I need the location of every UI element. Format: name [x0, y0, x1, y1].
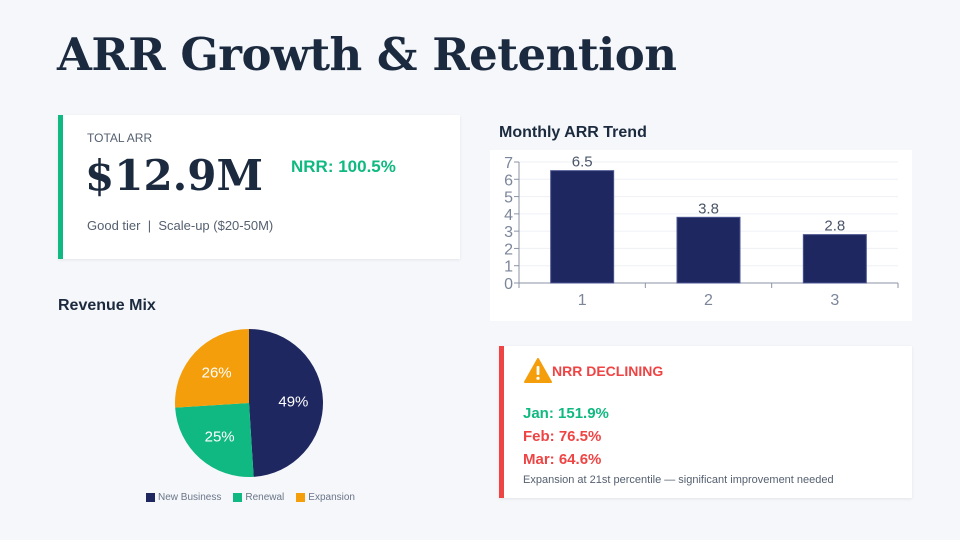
- legend-swatch: [233, 493, 243, 502]
- pie-chart-title: Revenue Mix: [58, 297, 156, 314]
- pie-data-label: 25%: [205, 428, 235, 445]
- y-tick-label: 5: [504, 190, 513, 207]
- legend-item: Renewal: [233, 492, 284, 503]
- bar: [676, 216, 741, 284]
- pie-data-label: 26%: [202, 365, 232, 382]
- pie-slice: [249, 329, 323, 477]
- y-tick-label: 7: [504, 155, 513, 172]
- pie-data-label: 49%: [278, 394, 308, 411]
- nrr-value: NRR: 100.5%: [291, 157, 396, 176]
- pie-legend: New Business Renewal Expansion: [146, 492, 355, 503]
- legend-label: New Business: [158, 492, 222, 503]
- y-tick-label: 4: [504, 207, 513, 224]
- y-tick-label: 1: [504, 259, 513, 276]
- legend-swatch: [146, 493, 155, 502]
- bar-chart-title: Monthly ARR Trend: [499, 124, 647, 141]
- legend-label: Expansion: [308, 492, 355, 503]
- warning-icon: [524, 358, 552, 383]
- alert-line-feb: Feb: 76.5%: [523, 428, 602, 445]
- y-tick-label: 2: [504, 241, 513, 258]
- legend-swatch: [296, 493, 306, 502]
- alert-line-mar: Mar: 64.6%: [523, 451, 602, 468]
- y-tick-label: 3: [504, 224, 513, 241]
- alert-line-jan: Jan: 151.9%: [523, 405, 609, 422]
- bar: [550, 170, 615, 284]
- alert-note: Expansion at 21st percentile — significa…: [523, 474, 834, 486]
- bar-data-label: 3.8: [698, 200, 719, 217]
- y-tick-label: 0: [504, 276, 513, 293]
- alert-title: NRR DECLINING: [552, 363, 664, 379]
- page-title: ARR Growth & Retention: [57, 28, 677, 81]
- legend-label: Renewal: [245, 492, 285, 503]
- x-tick-label: 3: [830, 292, 839, 309]
- segment: Scale-up ($20-50M): [158, 218, 274, 233]
- bar-data-label: 2.8: [824, 218, 845, 235]
- tier: Good tier: [87, 218, 141, 233]
- x-tick-label: 1: [578, 292, 587, 309]
- kpi-subtitle: Good tier | Scale-up ($20-50M): [87, 218, 273, 233]
- total-arr-card: TOTAL ARR $12.9M NRR: 100.5% Good tier |…: [58, 115, 460, 259]
- nrr-alert-card: NRR DECLINING Jan: 151.9% Feb: 76.5% Mar…: [499, 346, 912, 498]
- bar-data-label: 6.5: [572, 154, 593, 171]
- separator: |: [147, 218, 152, 233]
- pie-slice: [175, 403, 254, 477]
- legend-item: New Business: [146, 492, 221, 503]
- bar: [802, 234, 867, 284]
- kpi-value: $12.9M: [85, 151, 264, 200]
- pie-slice: [175, 329, 249, 408]
- kpi-label: TOTAL ARR: [87, 131, 153, 145]
- legend-item: Expansion: [296, 492, 355, 503]
- y-tick-label: 6: [504, 172, 513, 189]
- x-tick-label: 2: [704, 292, 713, 309]
